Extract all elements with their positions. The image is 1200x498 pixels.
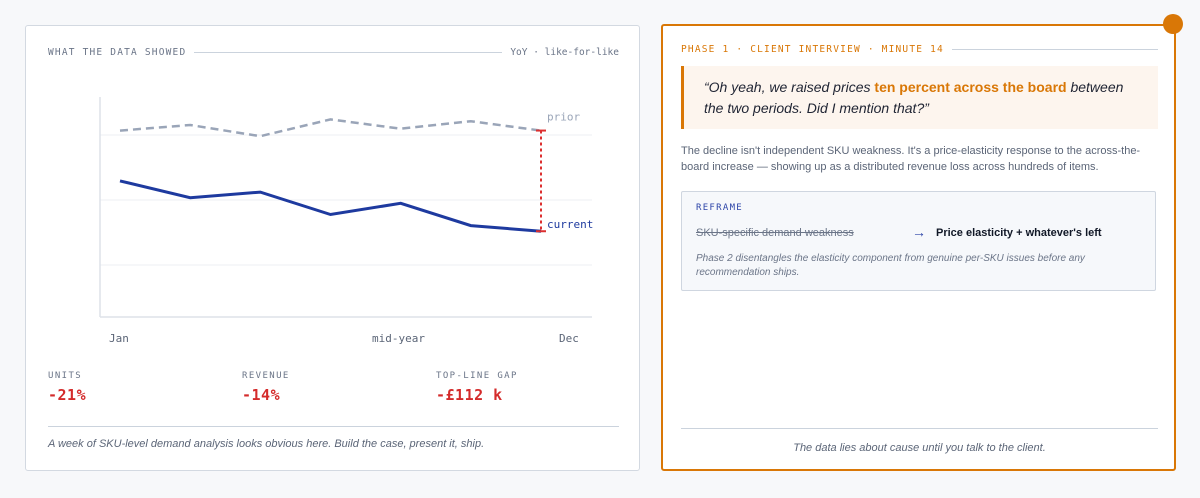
- reframe-old-hypothesis: SKU-specific demand weakness: [696, 227, 854, 239]
- stat-value: -14%: [242, 386, 281, 404]
- stat-units: UNITS -21%: [48, 371, 86, 404]
- data-card-header: WHAT THE DATA SHOWED YoY · like-for-like: [48, 45, 619, 59]
- current-series-line: [119, 179, 542, 233]
- reframe-label: REFRAME: [696, 203, 744, 213]
- chart-axes: [99, 97, 592, 318]
- stats-row: UNITS -21% REVENUE -14% TOP-LINE GAP -£1…: [48, 371, 619, 416]
- status-dot-icon: [1163, 14, 1183, 34]
- interview-card: PHASE 1 · CLIENT INTERVIEW · MINUTE 14 “…: [661, 24, 1176, 471]
- stat-revenue: REVENUE -14%: [242, 371, 290, 404]
- stat-label: REVENUE: [242, 371, 290, 381]
- reframe-box: REFRAME SKU-specific demand weakness → P…: [681, 191, 1156, 291]
- stat-top-line-gap: TOP-LINE GAP -£112 k: [436, 371, 518, 404]
- quote-text-before: “Oh yeah, we raised prices: [704, 79, 875, 95]
- client-quote: “Oh yeah, we raised prices ten percent a…: [681, 66, 1158, 129]
- x-tick-mid-year: mid-year: [372, 332, 425, 345]
- reframe-new-hypothesis: Price elasticity + whatever's left: [936, 227, 1102, 239]
- data-card-caption: A week of SKU-level demand analysis look…: [48, 438, 485, 450]
- interview-card-header: PHASE 1 · CLIENT INTERVIEW · MINUTE 14: [681, 42, 1158, 56]
- prior-series-line: [119, 118, 542, 138]
- divider: [681, 428, 1158, 429]
- quote-highlight: ten percent across the board: [874, 79, 1067, 95]
- header-rule: [951, 48, 1158, 50]
- stat-value: -21%: [48, 386, 87, 404]
- stat-value: -£112 k: [436, 386, 503, 404]
- header-rule: [194, 51, 503, 53]
- data-card-title: WHAT THE DATA SHOWED: [48, 46, 187, 58]
- phase-label: PHASE 1 · CLIENT INTERVIEW · MINUTE 14: [681, 43, 944, 55]
- stat-label: UNITS: [48, 371, 83, 381]
- chart-grid: [100, 134, 592, 266]
- reframe-note: Phase 2 disentangles the elasticity comp…: [696, 253, 1085, 278]
- interview-card-caption: The data lies about cause until you talk…: [793, 442, 1046, 454]
- prior-series-label: prior: [547, 111, 580, 124]
- x-tick-dec: Dec: [559, 332, 579, 345]
- explanation-text: The decline isn't independent SKU weakne…: [681, 145, 1141, 173]
- divider: [48, 426, 619, 427]
- stat-label: TOP-LINE GAP: [436, 371, 518, 381]
- data-card: WHAT THE DATA SHOWED YoY · like-for-like…: [25, 25, 640, 471]
- arrow-right-icon: →: [912, 224, 926, 240]
- quote-text-after: between the two periods. Did I mention t…: [704, 79, 1124, 116]
- line-chart: prior current: [99, 97, 593, 318]
- current-series-label: current: [547, 218, 593, 231]
- comparison-basis: YoY · like-for-like: [510, 46, 619, 58]
- x-tick-jan: Jan: [109, 332, 129, 345]
